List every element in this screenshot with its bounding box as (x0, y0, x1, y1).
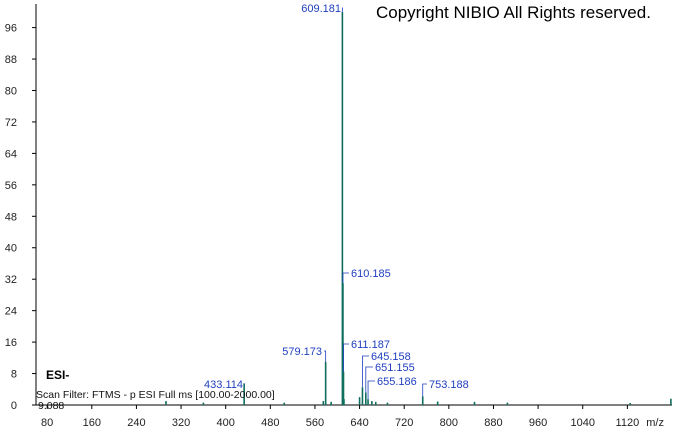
y-tick-label: 88 (5, 54, 17, 66)
peak-label-leader (343, 343, 349, 372)
x-tick-label: 800 (440, 417, 458, 429)
x-tick-label: 80 (41, 417, 53, 429)
peak-label-leader (341, 7, 343, 12)
y-tick-label: 32 (5, 274, 17, 286)
y-tick-label: 0 (11, 400, 17, 412)
y-tick-label: 72 (5, 117, 17, 129)
peak-label: 433.114 (204, 379, 243, 391)
x-tick-label: 960 (529, 417, 547, 429)
x-tick-label: 720 (395, 417, 413, 429)
x-tick-label: 1120 (616, 417, 640, 429)
ionization-mode-label: ESI- (46, 368, 70, 382)
noise-level-value: 9.088 (38, 400, 65, 412)
y-tick-label: 24 (5, 306, 17, 318)
y-axis: 0 8 16 24 32 40 48 56 64 72 80 88 96 (5, 4, 37, 412)
x-axis: 80 160 240 320 400 480 560 640 720 800 880 960 1040 1… (36, 404, 672, 429)
peak-label-leader (324, 350, 327, 362)
peak-label: 611.187 (351, 339, 390, 351)
y-tick-label: 80 (5, 85, 17, 97)
x-tick-label: 560 (306, 417, 324, 429)
x-tick-label: 480 (261, 417, 279, 429)
x-tick-label: 880 (484, 417, 502, 429)
y-tick-label: 8 (11, 369, 17, 381)
peak-label-leader (365, 366, 373, 393)
x-tick-label: 160 (83, 417, 101, 429)
scan-filter-text: Scan Filter: FTMS - p ESI Full ms [100.0… (36, 389, 275, 401)
x-tick-label: 640 (350, 417, 368, 429)
y-tick-label: 16 (5, 337, 17, 349)
peak-label: 655.186 (377, 376, 417, 388)
spectrum-peaks (165, 11, 672, 405)
peak-label: 610.185 (351, 268, 391, 280)
x-tick-label: 1040 (570, 417, 594, 429)
y-tick-label: 48 (5, 211, 17, 223)
peak-label: 609.181 (301, 3, 341, 15)
peak-label-leader (422, 383, 427, 397)
peak-label: 753.188 (429, 379, 469, 391)
peak-label: 645.158 (371, 351, 411, 363)
y-tick-label: 56 (5, 180, 17, 192)
peak-label-leader (362, 355, 369, 388)
peak-label: 579.173 (282, 346, 322, 358)
y-tick-label: 64 (5, 148, 17, 160)
x-tick-label: 240 (127, 417, 145, 429)
y-tick-label: 40 (5, 243, 17, 255)
x-axis-title: m/z (646, 417, 664, 429)
peak-label-leader (342, 272, 349, 284)
copyright-notice: Copyright NIBIO All Rights reserved. (376, 3, 651, 22)
x-tick-label: 320 (172, 417, 190, 429)
peak-labels: 609.181 610.185 579.173 611.187645.158651.1… (204, 3, 469, 400)
peak-label-leader (367, 380, 375, 400)
x-tick-label: 400 (217, 417, 235, 429)
peak-label: 651.155 (375, 362, 415, 374)
y-tick-label: 96 (5, 23, 17, 35)
